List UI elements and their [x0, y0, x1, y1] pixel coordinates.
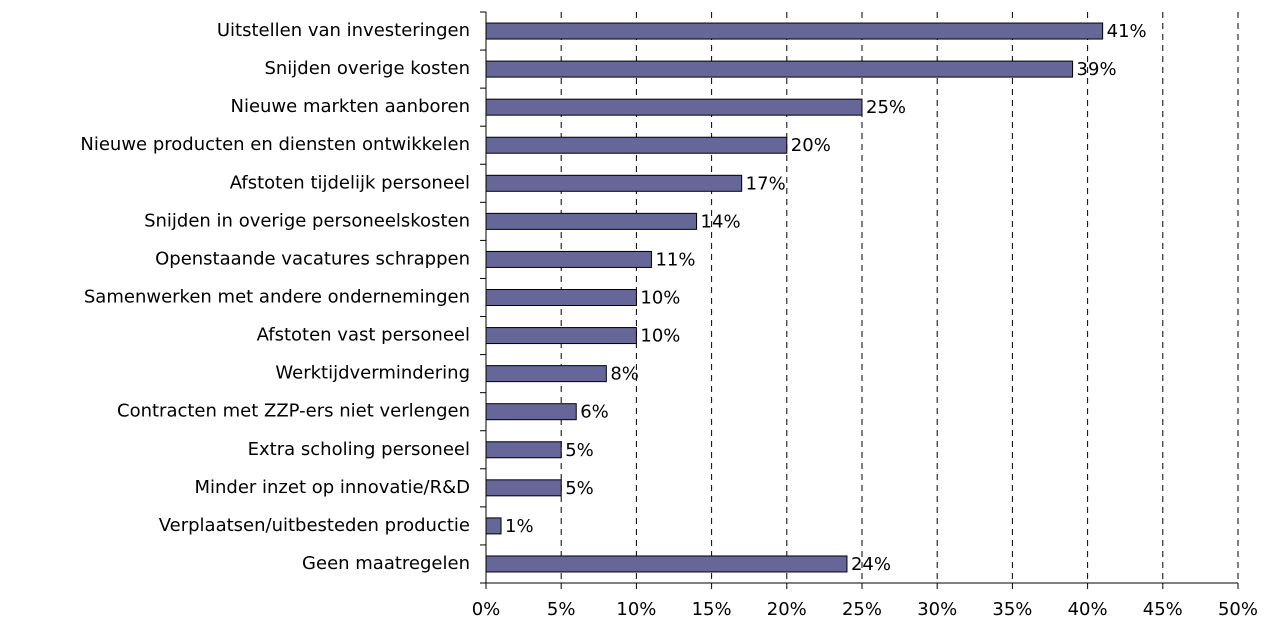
x-tick-label: 40% [1068, 599, 1108, 620]
y-tick-label: Minder inzet op innovatie/R&D [194, 477, 470, 498]
data-label: 5% [565, 478, 594, 499]
y-tick-label: Openstaande vacatures schrappen [155, 248, 470, 269]
data-label: 39% [1077, 59, 1117, 80]
data-label: 25% [866, 97, 906, 118]
y-tick-label: Afstoten tijdelijk personeel [230, 172, 470, 193]
x-tick-label: 5% [547, 599, 576, 620]
data-label: 24% [851, 554, 891, 575]
data-label: 6% [580, 402, 609, 423]
data-label: 11% [655, 249, 695, 270]
data-label: 1% [505, 516, 534, 537]
bar [485, 98, 863, 116]
data-label: 20% [791, 135, 831, 156]
x-tick-label: 10% [616, 599, 656, 620]
bar [485, 441, 562, 459]
y-tick-label: Afstoten vast personeel [257, 325, 470, 346]
x-tick-label: 45% [1143, 599, 1183, 620]
y-tick-label: Uitstellen van investeringen [217, 20, 470, 41]
data-label: 17% [746, 173, 786, 194]
bar [485, 403, 577, 421]
y-tick-label: Verplaatsen/uitbesteden productie [159, 515, 470, 536]
x-tick-label: 30% [917, 599, 957, 620]
bar [485, 327, 637, 345]
y-tick-label: Nieuwe producten en diensten ontwikkelen [80, 134, 470, 155]
x-tick-label: 15% [692, 599, 732, 620]
x-tick-label: 0% [472, 599, 501, 620]
y-tick-label: Werktijdvermindering [275, 363, 470, 384]
data-label: 41% [1107, 21, 1147, 42]
x-tick-label: 50% [1218, 599, 1258, 620]
x-tick-label: 20% [767, 599, 807, 620]
bar [485, 289, 637, 306]
y-tick-label: Nieuwe markten aanboren [230, 96, 470, 117]
bar [485, 479, 562, 497]
bar [485, 250, 652, 268]
y-tick-label: Geen maatregelen [302, 553, 470, 574]
bar [485, 136, 788, 154]
bar [485, 212, 698, 230]
bar [485, 555, 848, 573]
bar [485, 517, 502, 535]
y-tick-label: Samenwerken met andere ondernemingen [84, 287, 470, 308]
x-tick-label: 35% [992, 599, 1032, 620]
y-tick-label: Snijden in overige personeelskosten [144, 210, 470, 231]
y-tick-label: Extra scholing personeel [248, 439, 470, 460]
bar [485, 365, 607, 383]
data-label: 10% [640, 326, 680, 347]
data-label: 5% [565, 440, 594, 461]
y-tick-label: Snijden overige kosten [264, 58, 470, 79]
x-tick-label: 25% [842, 599, 882, 620]
data-label: 8% [610, 364, 639, 385]
bar [485, 174, 743, 192]
data-label: 10% [640, 288, 680, 309]
data-label: 14% [701, 211, 741, 232]
y-tick-label: Contracten met ZZP-ers niet verlengen [117, 401, 470, 422]
bar [485, 22, 1104, 40]
bar [485, 60, 1074, 78]
